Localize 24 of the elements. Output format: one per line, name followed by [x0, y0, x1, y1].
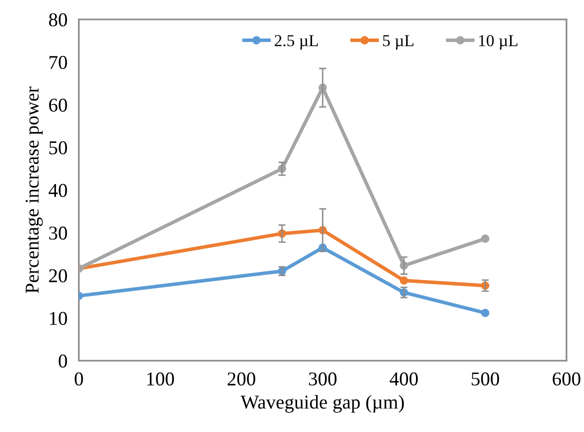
x-tick-label: 0: [74, 372, 83, 386]
y-tick-label: 20: [49, 269, 67, 282]
legend-label: 5 µL: [383, 35, 414, 50]
x-tick-label: 500: [472, 372, 500, 386]
x-tick-label: 600: [552, 372, 580, 386]
x-tick-label: 200: [228, 372, 256, 386]
y-axis-title: Percentage increase power: [26, 86, 43, 294]
y-tick-label: 70: [50, 56, 67, 70]
point: [400, 276, 408, 285]
legend-label: 10 µL: [479, 35, 518, 50]
y-tick-label: 60: [49, 98, 67, 112]
x-tick-label: 400: [390, 372, 418, 386]
y-tick-label: 30: [49, 226, 67, 240]
legend-label: 2.5 µL: [274, 35, 318, 50]
y-tick-label: 40: [48, 184, 67, 198]
y-tick-label: 50: [49, 141, 67, 154]
point: [481, 234, 490, 243]
y-tick-label: 80: [49, 13, 67, 26]
y-tick-label: 10: [50, 312, 67, 325]
x-tick-label: 100: [147, 372, 174, 386]
point: [481, 308, 490, 318]
x-axis-title: Waveguide gap (µm): [240, 395, 404, 413]
y-tick-label: 0: [58, 354, 67, 368]
x-tick-label: 300: [309, 372, 336, 386]
